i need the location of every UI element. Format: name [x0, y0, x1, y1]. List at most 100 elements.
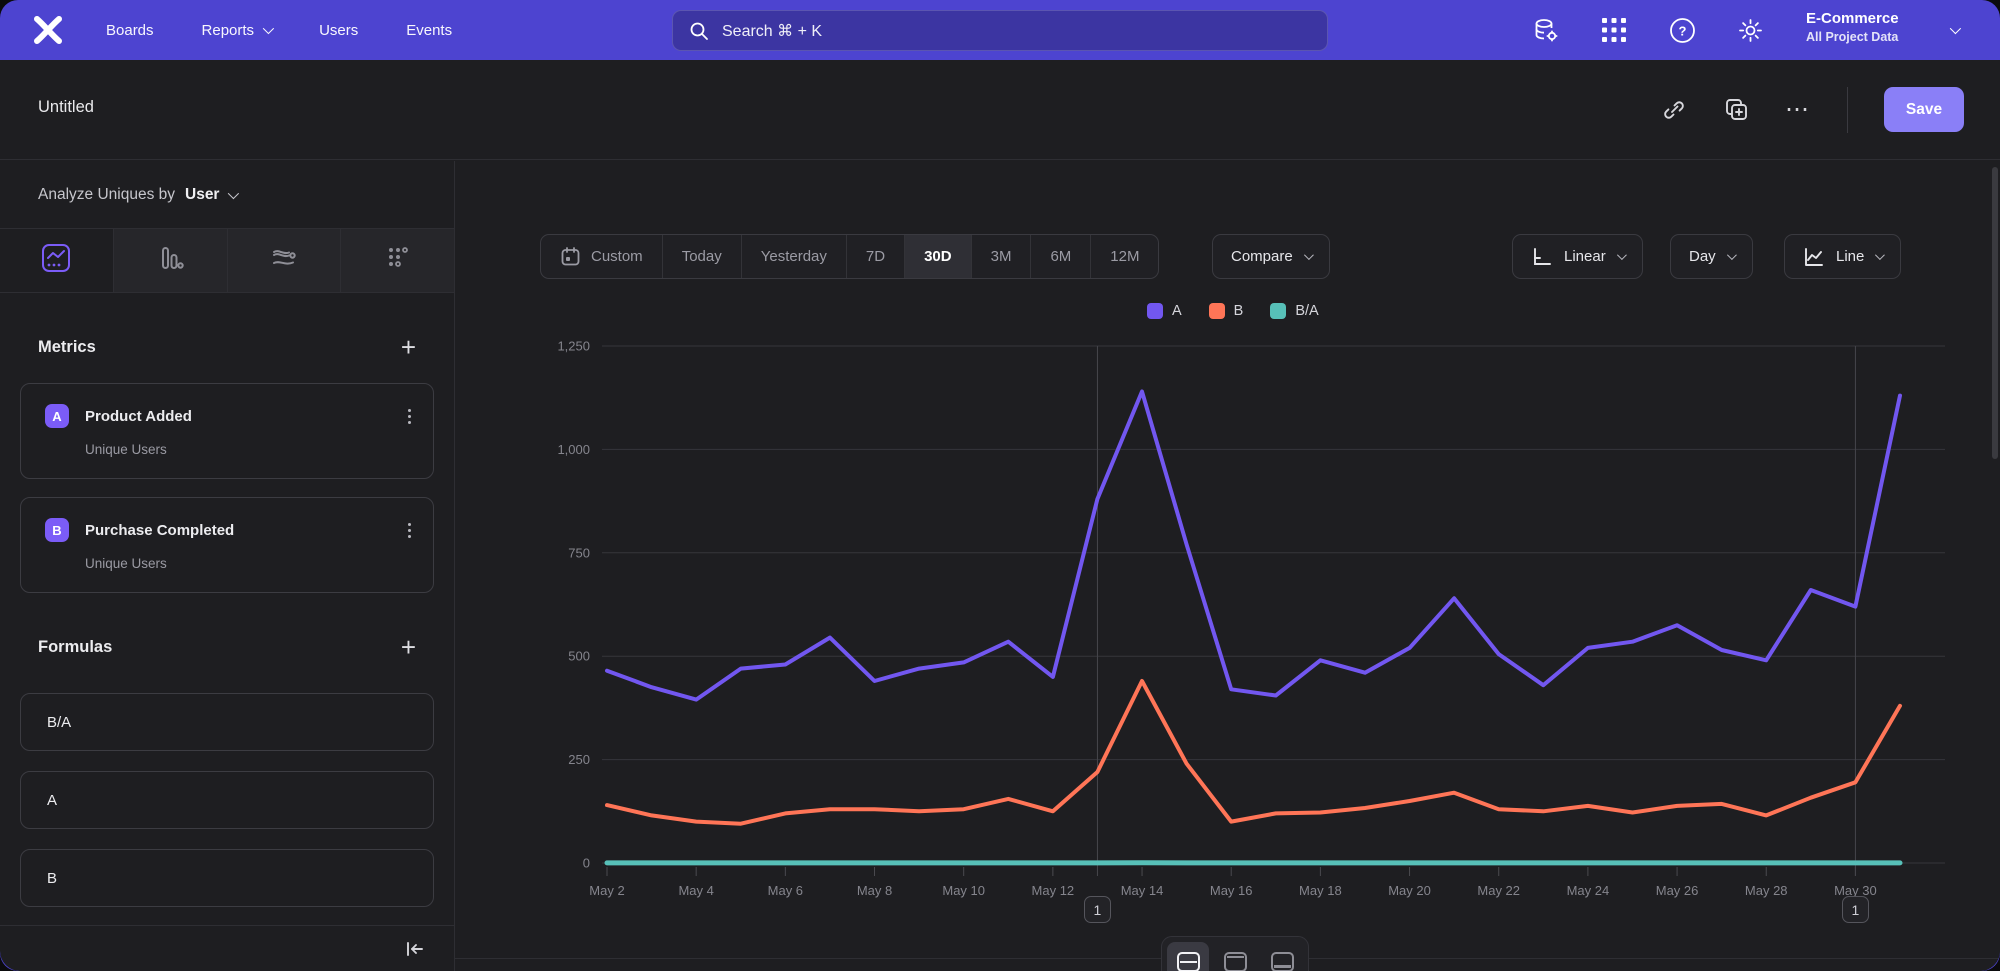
chevron-down-icon	[1875, 250, 1886, 261]
metrics-title: Metrics	[38, 337, 96, 356]
nav-item-events[interactable]: Events	[406, 21, 453, 39]
x-axis-tick-label: May 14	[1121, 883, 1164, 898]
date-range-control: Custom Today Yesterday 7D 30D 3M 6M 12M	[540, 234, 1160, 279]
legend-item-b[interactable]: B	[1208, 303, 1243, 319]
search-placeholder: Search ⌘ + K	[722, 22, 823, 40]
x-axis-tick-label: May 24	[1567, 883, 1610, 898]
x-axis-tick-label: May 20	[1388, 883, 1431, 898]
add-formula-button[interactable]: +	[400, 632, 416, 662]
x-axis-tick-label: May 26	[1656, 883, 1699, 898]
legend-item-a[interactable]: A	[1147, 303, 1182, 319]
metrics-section-header: Metrics +	[38, 332, 416, 362]
project-subtitle: All Project Data	[1806, 30, 1899, 44]
range-30d[interactable]: 30D	[905, 235, 972, 278]
legend-swatch-b-over-a	[1270, 303, 1287, 319]
svg-text:?: ?	[1678, 23, 1686, 38]
range-12m[interactable]: 12M	[1110, 248, 1140, 265]
analyze-by-selector[interactable]: User	[185, 186, 240, 204]
nav-menu: Boards Reports Users Events	[106, 0, 452, 60]
tab-funnels[interactable]	[113, 229, 228, 292]
apps-grid-icon[interactable]	[1600, 16, 1628, 44]
annotation-badge[interactable]: 1	[1083, 896, 1111, 923]
top-nav: Boards Reports Users Events Search ⌘ + K	[0, 0, 2000, 60]
data-connections-icon[interactable]	[1532, 16, 1560, 44]
chart-area: Custom Today Yesterday 7D 30D 3M 6M 12M …	[455, 161, 2000, 971]
project-chevron-down-icon[interactable]	[1949, 22, 1962, 35]
add-metric-button[interactable]: +	[400, 332, 416, 362]
x-axis-tick-label: May 18	[1299, 883, 1342, 898]
formula-card-b[interactable]: B	[20, 849, 434, 907]
tab-flows[interactable]	[227, 229, 342, 292]
x-axis-tick-label: May 22	[1477, 883, 1520, 898]
range-today[interactable]: Today	[663, 235, 742, 278]
formula-card-a[interactable]: A	[20, 771, 434, 829]
metric-card-b[interactable]: B Purchase Completed Unique Users	[20, 497, 434, 593]
y-axis-tick-label: 750	[568, 545, 590, 560]
metric-measurement[interactable]: Unique Users	[85, 442, 167, 457]
granularity-selector[interactable]: Day	[1670, 234, 1753, 279]
search-input[interactable]: Search ⌘ + K	[672, 10, 1328, 51]
chart-type-selector[interactable]: Line	[1784, 234, 1902, 279]
content-panel: Untitled ⋯	[0, 60, 2000, 971]
chevron-down-icon	[1616, 250, 1627, 261]
series-line-b	[605, 679, 1902, 826]
scale-selector[interactable]: Linear	[1512, 234, 1643, 279]
metric-measurement[interactable]: Unique Users	[85, 556, 167, 571]
range-6m[interactable]: 6M	[1031, 235, 1092, 278]
query-sidebar: Analyze Uniques by User	[0, 161, 455, 971]
more-options-icon[interactable]: ⋯	[1785, 96, 1811, 123]
kebab-menu-icon[interactable]	[404, 519, 415, 542]
chart-legend: A B B/A	[1147, 303, 1319, 319]
metric-letter-badge: A	[45, 404, 69, 428]
copy-link-icon[interactable]	[1661, 97, 1687, 123]
legend-swatch-a	[1147, 303, 1163, 319]
insights-chart-icon	[41, 243, 71, 278]
range-7d[interactable]: 7D	[847, 235, 906, 278]
range-3m[interactable]: 3M	[972, 235, 1032, 278]
y-axis-tick-label: 500	[568, 649, 590, 664]
metric-name: Purchase Completed	[85, 521, 235, 539]
duplicate-icon[interactable]	[1723, 97, 1749, 123]
nav-item-boards[interactable]: Boards	[106, 21, 154, 39]
mixpanel-logo-icon[interactable]	[30, 14, 66, 46]
y-axis-tick-label: 1,250	[557, 339, 590, 354]
report-title[interactable]: Untitled	[38, 98, 94, 116]
range-custom[interactable]: Custom	[541, 235, 663, 278]
help-icon[interactable]: ?	[1668, 16, 1696, 44]
compare-button[interactable]: Compare	[1212, 234, 1330, 279]
save-button[interactable]: Save	[1884, 87, 1964, 132]
formulas-section-header: Formulas +	[38, 632, 416, 662]
split-view-icon[interactable]	[1167, 942, 1209, 971]
settings-icon[interactable]	[1736, 16, 1764, 44]
vertical-scrollbar[interactable]	[1992, 167, 1998, 459]
chevron-down-icon	[1303, 250, 1314, 261]
kebab-menu-icon[interactable]	[404, 405, 415, 428]
annotation-badge[interactable]: 1	[1841, 896, 1869, 923]
nav-icon-group: ?	[1532, 0, 1764, 60]
tab-insights[interactable]	[0, 229, 114, 292]
retention-dots-icon	[383, 243, 413, 278]
series-line-a	[605, 389, 1902, 702]
collapse-sidebar-icon[interactable]	[402, 936, 428, 962]
project-name: E-Commerce	[1806, 10, 1899, 27]
search-icon	[689, 21, 709, 41]
legend-item-b-over-a[interactable]: B/A	[1270, 303, 1319, 319]
metric-card-a[interactable]: A Product Added Unique Users	[20, 383, 434, 479]
nav-item-users[interactable]: Users	[319, 21, 359, 39]
chart-type-tabs	[0, 229, 454, 293]
flows-icon	[269, 243, 299, 278]
toolbar-divider	[1847, 86, 1848, 133]
chart-top-view-icon[interactable]	[1214, 942, 1256, 971]
project-switcher[interactable]: E-Commerce All Project Data	[1806, 9, 1899, 45]
tab-retention[interactable]	[341, 229, 454, 292]
formula-card-b-over-a[interactable]: B/A	[20, 693, 434, 751]
nav-item-reports[interactable]: Reports	[202, 22, 275, 39]
y-axis-tick-label: 1,000	[557, 442, 590, 457]
formulas-title: Formulas	[38, 637, 113, 656]
range-yesterday[interactable]: Yesterday	[742, 235, 847, 278]
x-axis-tick-label: May 2	[589, 883, 624, 898]
chart-bottom-view-icon[interactable]	[1261, 942, 1303, 971]
x-axis-tick-label: May 4	[678, 883, 713, 898]
metric-name: Product Added	[85, 407, 192, 425]
